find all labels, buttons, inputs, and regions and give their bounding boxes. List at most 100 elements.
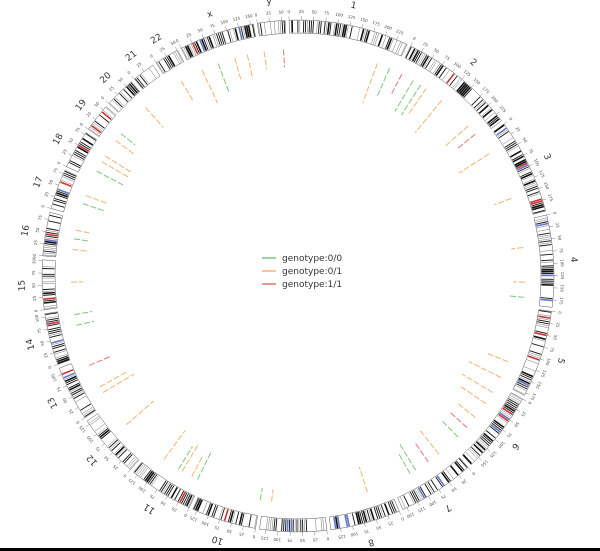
band <box>193 498 200 510</box>
tick-label: 25 <box>185 32 192 39</box>
tick-mark <box>109 452 113 456</box>
band <box>446 469 454 479</box>
tick-mark <box>68 396 73 399</box>
tick-label: 100 <box>559 259 564 267</box>
band <box>52 203 65 208</box>
band <box>505 142 517 150</box>
band <box>144 470 154 482</box>
tick-mark <box>525 392 530 395</box>
legend-entry: genotype:0/1 <box>282 267 342 277</box>
band <box>362 29 366 42</box>
tick-mark <box>100 107 104 111</box>
band <box>159 480 167 492</box>
tick-label: 100 <box>544 357 551 366</box>
band <box>43 291 56 295</box>
chromosome-label-4: 4 <box>568 257 578 264</box>
band <box>233 28 237 41</box>
band <box>273 21 276 34</box>
tick-mark <box>62 164 67 167</box>
variant-mark <box>89 355 112 366</box>
band <box>537 319 550 323</box>
variant-mark <box>178 446 193 470</box>
variant-mark <box>458 153 490 174</box>
position-ticks: 0 25 50 75 100 125 150 175200225025507510012515… <box>31 9 565 543</box>
band <box>323 21 326 34</box>
band <box>478 438 489 448</box>
tick-label: 125 <box>463 69 472 78</box>
tick-label: 75 <box>74 126 81 133</box>
band <box>433 63 441 74</box>
band <box>523 366 536 372</box>
chromosome-10 <box>192 497 258 529</box>
tick-mark <box>47 207 52 209</box>
band <box>426 482 433 494</box>
tick-mark <box>349 21 351 26</box>
band <box>188 495 194 507</box>
tick-label: 150 <box>535 381 543 390</box>
band <box>65 377 78 384</box>
band <box>185 494 193 507</box>
band <box>456 81 466 92</box>
band <box>506 144 518 151</box>
tick-mark <box>256 19 258 24</box>
band <box>195 41 202 53</box>
tick-label: 50 <box>67 137 74 144</box>
chromosome-label-7: 7 <box>443 502 453 514</box>
band <box>427 481 435 493</box>
band <box>218 507 224 520</box>
band <box>513 388 525 395</box>
tick-mark <box>542 198 547 201</box>
band <box>43 248 56 251</box>
band <box>212 35 217 47</box>
tick-label: 0 <box>175 38 180 44</box>
band <box>511 393 522 400</box>
tick-label: 50 <box>521 137 528 144</box>
band <box>277 21 280 34</box>
chromosome-label-16: 16 <box>20 224 32 237</box>
band <box>112 100 122 109</box>
band <box>123 88 133 99</box>
band <box>105 107 116 116</box>
tick-label: 50 <box>159 500 166 507</box>
tick-label: 0 <box>252 534 256 539</box>
variant-mark <box>358 466 368 493</box>
band <box>537 317 550 321</box>
band <box>54 350 67 355</box>
variant-mark <box>101 161 129 178</box>
band <box>103 110 113 119</box>
band <box>516 383 528 390</box>
band <box>140 467 149 478</box>
tick-label: 75 <box>36 327 42 333</box>
variant-mark <box>115 140 136 156</box>
tick-label: 100 <box>50 373 58 382</box>
chromosome-20 <box>108 81 141 113</box>
tick-label: 75 <box>549 347 555 354</box>
tick-label: 125 <box>540 369 548 378</box>
band <box>122 452 132 463</box>
tick-mark <box>175 46 178 51</box>
band <box>527 191 540 197</box>
band <box>338 24 342 37</box>
band <box>531 202 543 207</box>
band <box>177 490 185 502</box>
tick-label: 25 <box>238 531 244 537</box>
band <box>316 21 318 34</box>
band <box>188 44 195 56</box>
tick-label: 100 <box>350 531 359 538</box>
tick-mark <box>546 213 551 216</box>
band <box>174 489 181 500</box>
band <box>56 356 69 363</box>
band <box>516 162 528 170</box>
chromosome-label-18: 18 <box>51 132 65 147</box>
chromosome-ideograms <box>41 19 555 533</box>
tick-mark <box>488 102 492 106</box>
tick-mark <box>92 116 96 120</box>
variant-mark <box>104 155 131 173</box>
band <box>537 228 550 232</box>
variant-mark <box>96 170 124 186</box>
band <box>61 179 73 185</box>
band <box>160 481 169 493</box>
band <box>520 373 533 379</box>
variant-mark <box>509 295 525 298</box>
